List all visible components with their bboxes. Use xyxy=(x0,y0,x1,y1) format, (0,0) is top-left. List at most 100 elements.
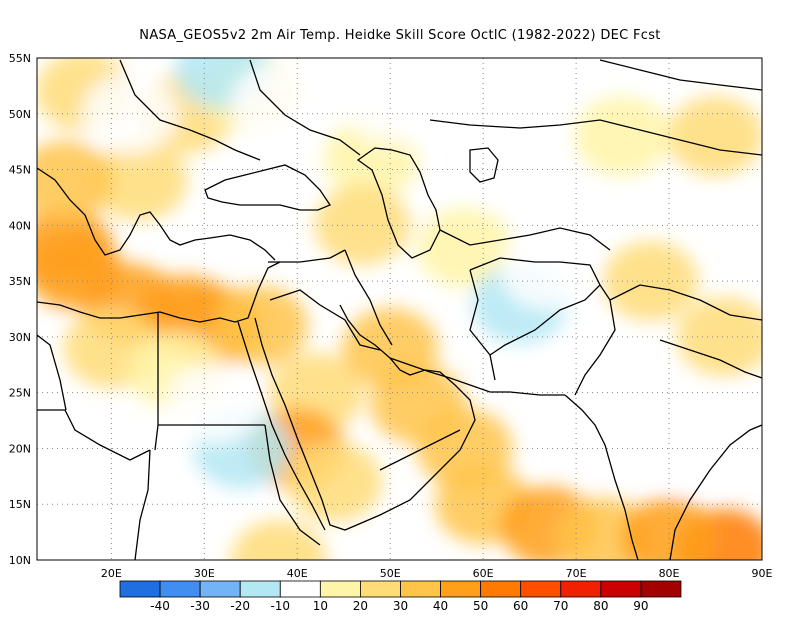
field-cell-28 xyxy=(91,140,188,221)
colorbar-label-7: 40 xyxy=(433,599,448,613)
colorbar-label-10: 70 xyxy=(553,599,568,613)
colorbar-swatch-13 xyxy=(640,580,682,598)
lat-label-15: 15N xyxy=(9,498,31,511)
field-cell-19 xyxy=(676,296,762,377)
lat-label-45: 45N xyxy=(9,164,31,177)
colorbar-label-6: 30 xyxy=(393,599,408,613)
field-cell-5 xyxy=(212,285,309,366)
map-plot-area: 20E 30E 40E 50E 60E 70E 80E 90E 10N 15N 20N 25N 30N… xyxy=(9,52,773,580)
field-cell-31 xyxy=(230,520,327,560)
field-cell-21 xyxy=(667,96,762,177)
colorbar-label-0: -40 xyxy=(150,599,170,613)
lat-label-40: 40N xyxy=(9,219,31,232)
coastline-red-sea-west xyxy=(237,321,326,531)
lon-label-40: 40E xyxy=(287,567,308,580)
field-cell-27 xyxy=(416,207,513,288)
border-iraq-iran xyxy=(344,249,393,346)
map-title: NASA_GEOS5v2 2m Air Temp. Heidke Skill S… xyxy=(139,28,661,43)
colorbar-label-9: 60 xyxy=(513,599,528,613)
field-cell-29 xyxy=(37,140,113,221)
field-cell-10 xyxy=(286,441,383,522)
border-central-asia xyxy=(439,227,611,251)
colorbar-swatches xyxy=(119,580,682,598)
lat-label-55: 55N xyxy=(9,52,31,65)
colorbar-swatch-8 xyxy=(440,580,482,598)
lon-label-20: 20E xyxy=(101,567,122,580)
colorbar-label-5: 20 xyxy=(353,599,368,613)
colorbar-label-11: 80 xyxy=(593,599,608,613)
border-mongolia xyxy=(599,59,762,91)
colorbar-swatch-3 xyxy=(239,580,281,598)
field-cell-41 xyxy=(686,386,762,467)
coastline-black-sea xyxy=(204,164,331,211)
lon-label-60: 60E xyxy=(473,567,494,580)
colorbar-swatch-2 xyxy=(199,580,241,598)
field-cell-37 xyxy=(500,229,597,310)
colorbar: -40 -30 -20 -10 10 20 30 40 50 60 70 80 90 xyxy=(119,580,682,613)
coastline-north-africa xyxy=(37,261,281,323)
colorbar-swatch-1 xyxy=(159,580,201,598)
field-cell-33 xyxy=(230,62,327,143)
lat-label-25: 25N xyxy=(9,387,31,400)
border-west-sahara xyxy=(37,409,151,461)
border-europe-east xyxy=(119,59,261,161)
colorbar-label-3: -10 xyxy=(270,599,290,613)
border-pakistan-india xyxy=(574,284,616,396)
coastlines-and-borders xyxy=(37,59,762,560)
coastline-europe xyxy=(37,167,276,261)
lat-label-35: 35N xyxy=(9,275,31,288)
colorbar-swatch-5 xyxy=(319,580,361,598)
colorbar-swatch-0 xyxy=(119,580,161,598)
coastline-persian-gulf xyxy=(389,357,565,396)
field-cell-39 xyxy=(165,363,262,444)
lat-label-20: 20N xyxy=(9,442,31,455)
map-frame xyxy=(36,57,763,561)
lon-label-50: 50E xyxy=(380,567,401,580)
border-ethiopia xyxy=(264,424,321,546)
field-cell-18 xyxy=(621,497,718,560)
longitude-labels: 20E 30E 40E 50E 60E 70E 80E 90E xyxy=(101,567,773,580)
border-saudi-north xyxy=(269,289,381,351)
lon-label-70: 70E xyxy=(566,567,587,580)
lon-label-90: 90E xyxy=(752,567,773,580)
lon-label-80: 80E xyxy=(659,567,680,580)
border-nepal xyxy=(659,339,762,379)
colorbar-labels: -40 -30 -20 -10 10 20 30 40 50 60 70 80 90 xyxy=(150,599,648,613)
lon-label-30: 30E xyxy=(194,567,215,580)
colorbar-swatch-7 xyxy=(400,580,441,598)
border-china-south xyxy=(609,284,762,321)
border-iran-east xyxy=(469,269,496,381)
latitude-labels: 10N 15N 20N 25N 30N 35N 40N 45N 50N 55N xyxy=(9,52,31,567)
colorbar-swatch-11 xyxy=(560,580,602,598)
border-russia-ukraine xyxy=(249,59,361,156)
field-cell-20 xyxy=(602,241,699,322)
lat-label-30: 30N xyxy=(9,331,31,344)
colorbar-label-1: -30 xyxy=(190,599,210,613)
colorbar-swatch-10 xyxy=(520,580,562,598)
colorbar-swatch-9 xyxy=(480,580,522,598)
colorbar-swatch-4 xyxy=(279,580,321,598)
lat-label-50: 50N xyxy=(9,108,31,121)
field-cell-1 xyxy=(37,207,113,288)
field-cell-35 xyxy=(453,107,550,188)
skill-score-field xyxy=(37,58,762,560)
border-kazakhstan xyxy=(429,119,762,156)
colorbar-label-2: -20 xyxy=(230,599,250,613)
colorbar-label-12: 90 xyxy=(633,599,648,613)
coastline-aral-sea xyxy=(469,147,499,183)
border-yemen-oman xyxy=(379,429,461,471)
colorbar-label-8: 50 xyxy=(473,599,488,613)
lat-label-10: 10N xyxy=(9,554,31,567)
colorbar-swatch-12 xyxy=(600,580,642,598)
colorbar-label-4: 10 xyxy=(313,599,328,613)
field-cell-22 xyxy=(574,96,671,177)
border-turkey-syria xyxy=(268,249,346,263)
coastline-bay-of-bengal xyxy=(669,424,762,560)
field-cell-42 xyxy=(81,73,178,154)
colorbar-swatch-6 xyxy=(360,580,401,598)
field-cell-43 xyxy=(342,62,439,143)
border-sudan-chad xyxy=(134,449,151,560)
border-algeria xyxy=(37,334,67,411)
coastline-india xyxy=(564,394,639,560)
